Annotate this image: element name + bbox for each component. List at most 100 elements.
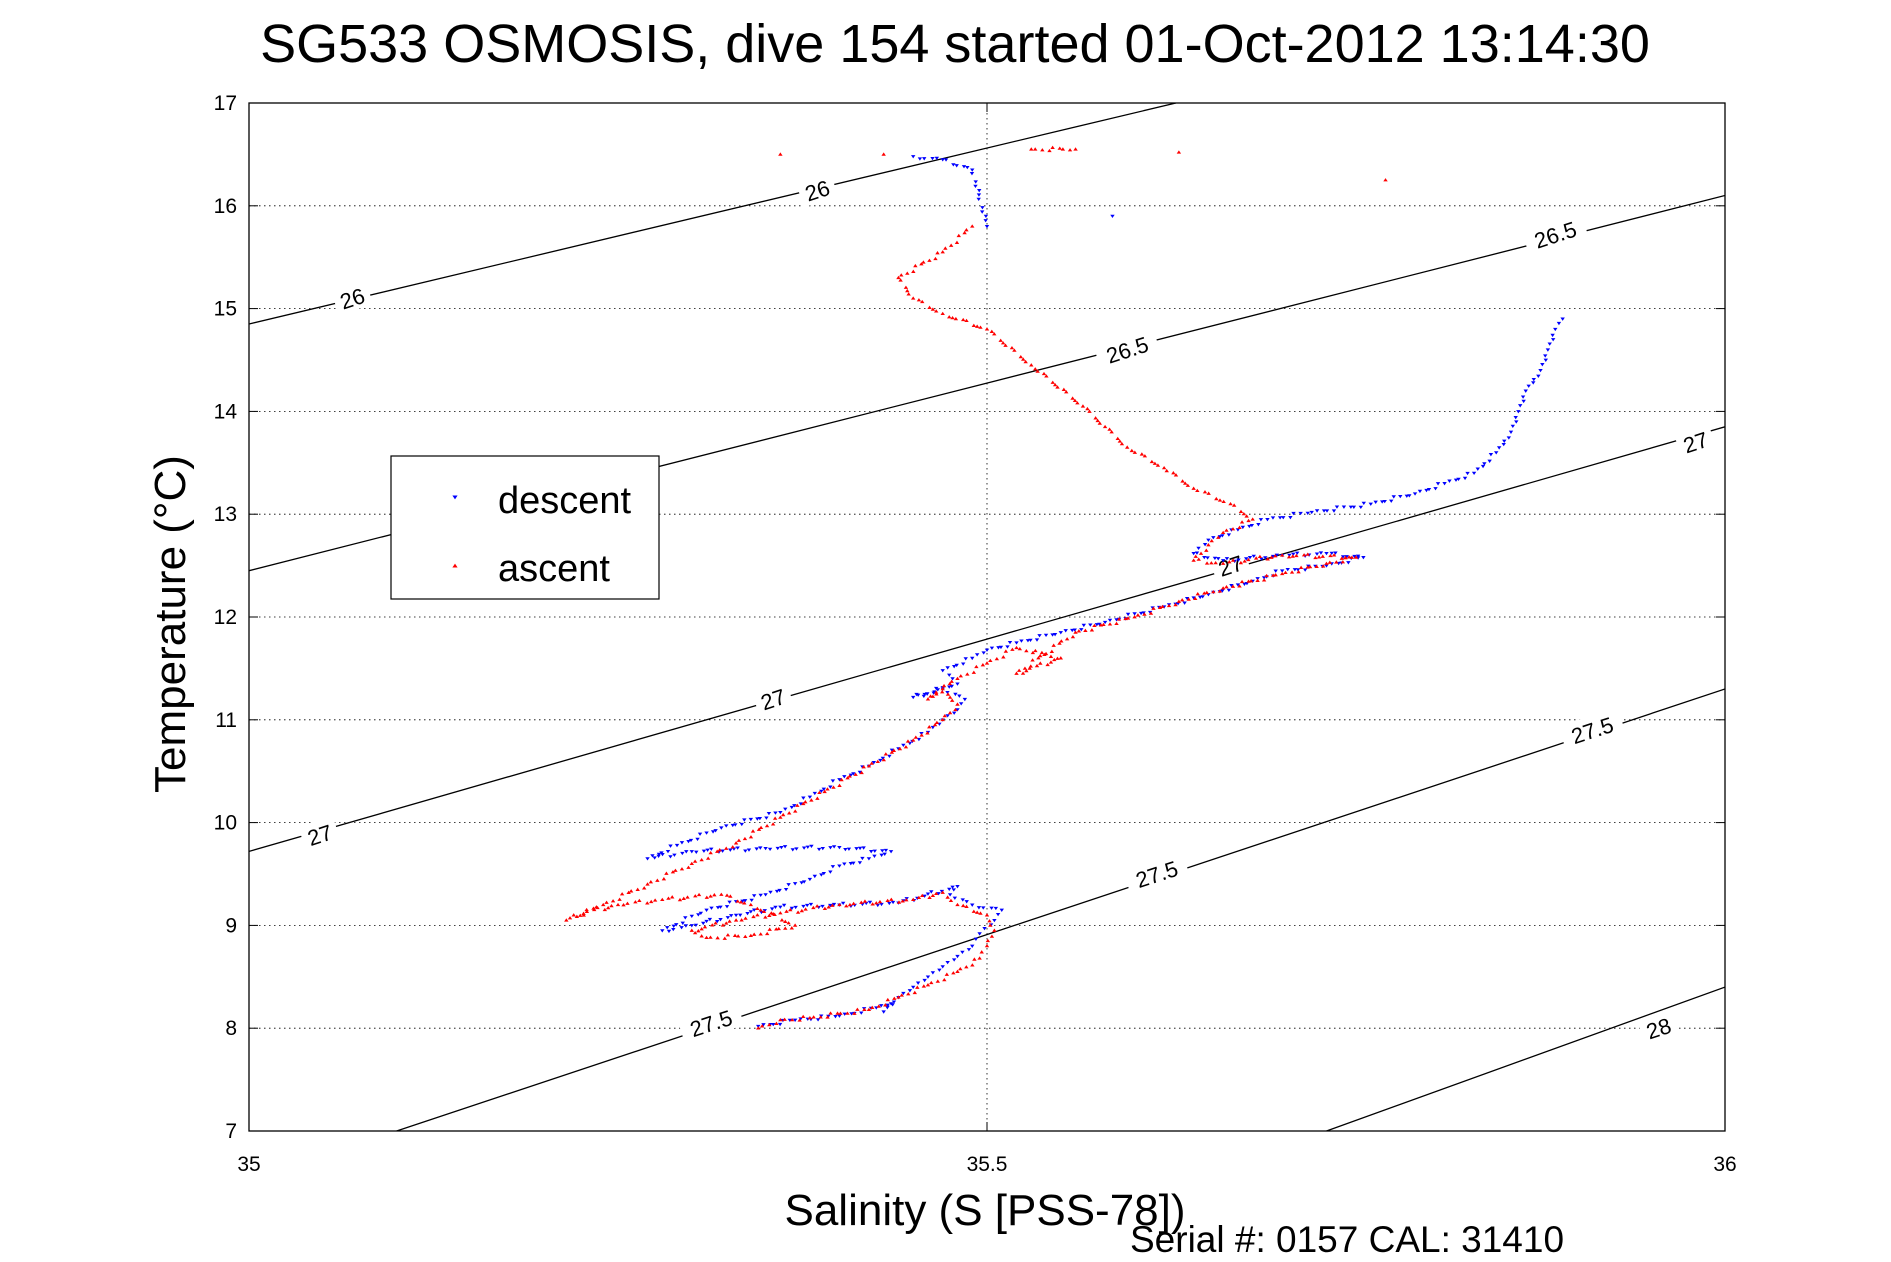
ascent-point [961,317,966,322]
ascent-point [1038,653,1043,658]
descent-point [940,965,945,969]
ascent-point [911,738,916,742]
ascent-point [1024,648,1029,653]
ascent-point [1294,553,1299,558]
chart-title: SG533 OSMOSIS, dive 154 started 01-Oct-2… [260,14,1650,74]
x-tick-label: 35.5 [967,1153,1008,1176]
descent-point [1560,317,1565,321]
ascent-point [655,878,660,882]
ascent-point [1198,551,1204,555]
descent-point [872,849,877,853]
descent-point [763,893,768,897]
ascent-point [1044,374,1049,378]
ascent-point [645,882,650,886]
ascent-point [1052,382,1058,387]
descent-point [1211,536,1216,540]
descent-point [786,883,791,887]
ascent-point [913,263,918,268]
descent-point [1417,489,1423,494]
ascent-point [692,930,698,935]
ascent-point [947,681,953,686]
descent-point [1531,381,1536,385]
ascent-point [724,921,729,925]
ascent-point [930,893,936,898]
ascent-point [1061,387,1067,391]
ascent-point [927,725,932,729]
descent-point [982,927,987,931]
descent-point [671,927,676,932]
ascent-point [661,877,667,881]
ascent-point [955,702,960,706]
descent-point [668,844,673,848]
ascent-point [748,902,754,907]
descent-point [705,848,710,852]
ascent-point [1230,527,1236,531]
ascent-point [1119,441,1125,446]
ascent-point [1048,660,1054,664]
descent-point [783,887,789,892]
descent-point [940,669,945,673]
ascent-point [1107,427,1112,431]
descent-point [1531,377,1536,382]
descent-point [807,795,813,799]
ascent-point [1216,535,1221,539]
descent-point [966,948,972,952]
ascent-point [1171,471,1176,475]
descent-point [1191,551,1196,556]
descent-point [1229,584,1234,588]
ascent-point [915,985,920,989]
descent-point [725,916,731,920]
descent-point [1334,505,1340,509]
contour-label-bg [677,1000,745,1045]
ascent-point [811,1015,816,1019]
descent-point [1398,494,1403,499]
legend: descent ascent [390,455,660,600]
ascent-point [666,896,671,900]
descent-point [1288,516,1293,520]
ascent-point [564,918,569,922]
descent-point [704,919,709,924]
descent-point [973,937,979,941]
descent-point [939,889,945,894]
descent-point [911,155,916,159]
descent-point [1538,368,1543,373]
descent-point [922,894,927,898]
descent-point [680,921,685,925]
descent-point [701,849,707,853]
descent-point [1487,459,1492,463]
descent-point [1302,568,1308,572]
descent-point [949,684,954,689]
ascent-point [715,936,720,940]
ascent-point [1230,558,1236,562]
descent-point [974,653,980,657]
contour-label-group: 27 [751,680,794,717]
descent-point [789,805,794,810]
ascent-point [869,761,874,765]
descent-point [922,157,927,161]
ascent-point [758,825,764,830]
ascent-point [605,905,611,910]
ascent-point [645,901,650,905]
ascent-point [578,913,583,917]
ascent-point [699,934,704,938]
descent-point [1462,476,1468,481]
ascent-point [1142,454,1148,458]
descent-point [695,837,700,842]
ascent-point [1093,416,1098,420]
ascent-point [943,246,948,250]
ascent-point [1239,579,1245,584]
descent-point [1007,640,1013,645]
ascent-point [1055,385,1060,389]
descent-point [901,743,906,748]
descent-point [771,1022,776,1027]
ascent-point [875,759,880,764]
descent-point [861,846,866,850]
descent-point [947,893,953,897]
descent-point [955,885,960,889]
ascent-point [1020,671,1026,675]
descent-point [686,840,691,844]
ascent-point [1107,622,1113,626]
descent-point [801,846,807,850]
ascent-point [702,925,708,929]
